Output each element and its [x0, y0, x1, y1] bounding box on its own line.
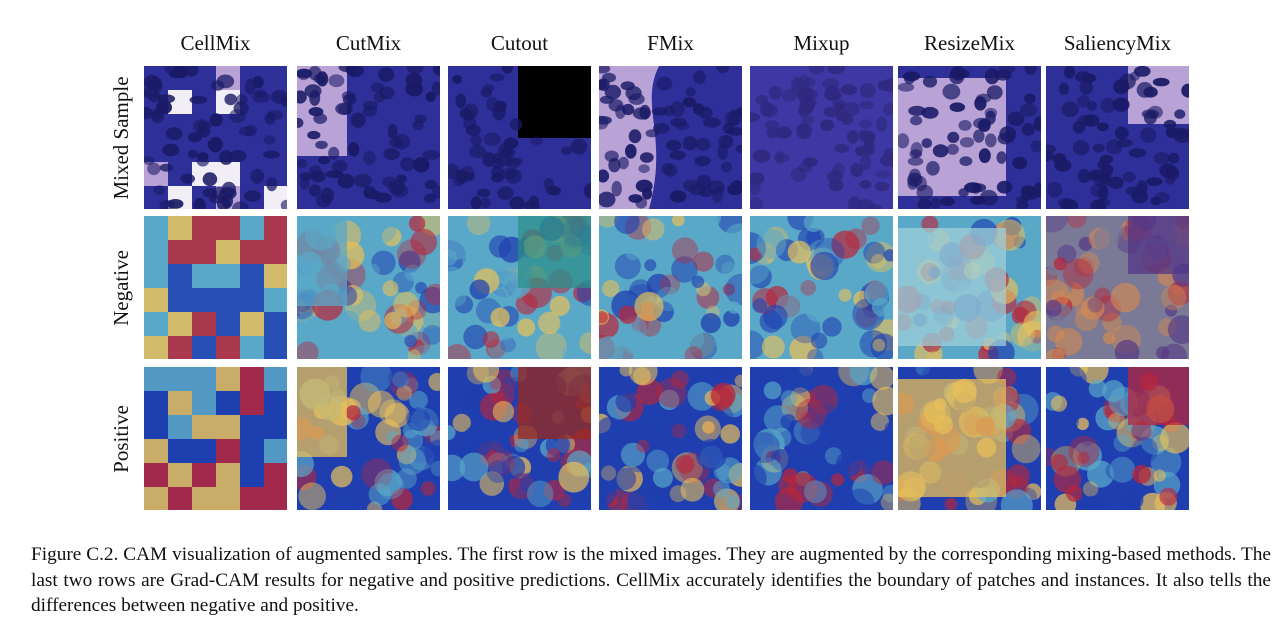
image-mixed-sample-fmix: [599, 66, 742, 209]
column-title-cutout: Cutout: [490, 31, 549, 55]
image-negative-cutout: [448, 216, 591, 359]
column-title-fmix: FMix: [647, 31, 694, 55]
image-positive-cutout: [448, 367, 591, 510]
image-positive-cutmix: [297, 367, 440, 510]
image-mixed-sample-saliencymix: [1046, 66, 1189, 209]
image-positive-fmix: [599, 367, 742, 510]
image-positive-mixup: [750, 367, 893, 510]
image-mixed-sample-cutout: [448, 66, 591, 209]
image-negative-resizemix: [898, 216, 1041, 359]
image-mixed-sample-mixup: [750, 66, 893, 209]
column-title-cellmix: CellMix: [180, 31, 251, 55]
image-negative-fmix: [599, 216, 742, 359]
image-mixed-sample-cellmix: [144, 66, 287, 209]
image-positive-cellmix: [144, 367, 287, 510]
image-negative-saliencymix: [1046, 216, 1189, 359]
figure: CellMix CutMix Cutout FMix Mixup ResizeMix Sal…: [109, 31, 1189, 510]
image-negative-mixup: [750, 216, 893, 359]
column-title-saliencymix: SaliencyMix: [1063, 31, 1172, 55]
image-negative-cutmix: [297, 216, 440, 359]
image-mixed-sample-resizemix: [898, 66, 1041, 209]
image-positive-resizemix: [898, 367, 1041, 510]
figure-caption: Figure C.2. CAM visualization of augment…: [31, 544, 1271, 616]
image-mixed-sample-cutmix: [297, 66, 440, 209]
image-negative-cellmix: [144, 216, 287, 359]
image-positive-saliencymix: [1046, 367, 1189, 510]
column-title-mixup: Mixup: [793, 31, 850, 55]
column-title-cutmix: CutMix: [335, 31, 402, 55]
column-title-resizemix: ResizeMix: [924, 31, 1015, 55]
row-label-mixed-sample: Mixed Sample: [109, 75, 133, 200]
row-label-negative: Negative: [109, 249, 133, 326]
row-label-positive: Positive: [109, 404, 133, 473]
